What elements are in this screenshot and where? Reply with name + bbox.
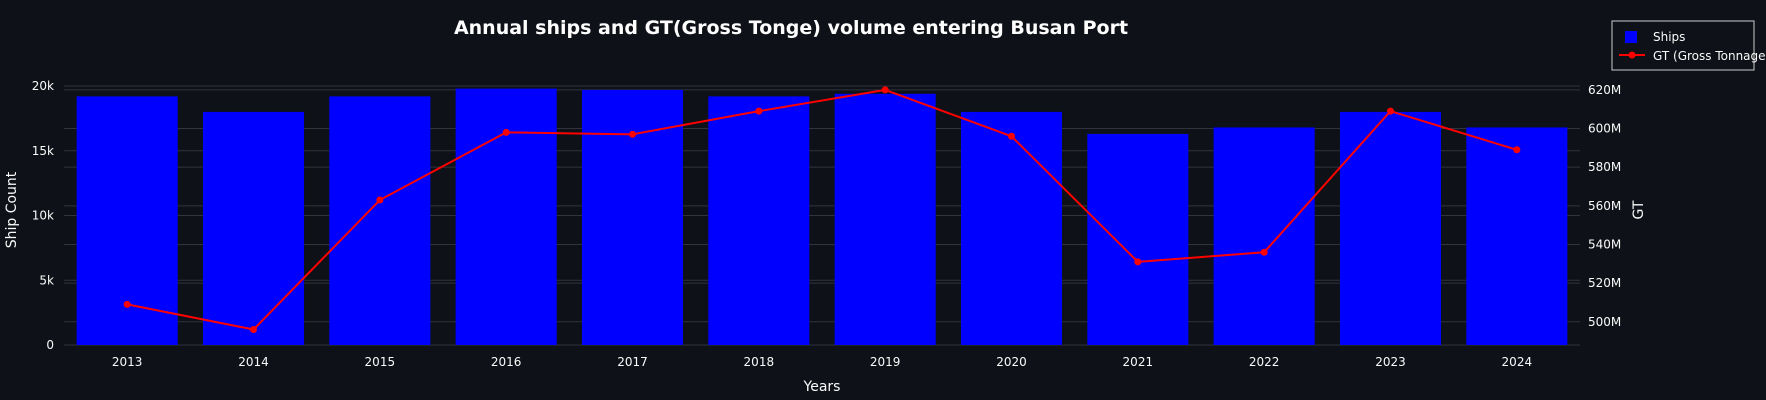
gt-line[interactable] bbox=[126, 88, 1518, 331]
y-axis-ticks: 0 5k 10k 15k 20k bbox=[32, 79, 54, 352]
y-tick-label: 5k bbox=[39, 273, 54, 287]
x-tick-label: 2022 bbox=[1249, 355, 1280, 369]
gt-point-2013[interactable] bbox=[123, 300, 131, 308]
x-tick-label: 2016 bbox=[491, 355, 522, 369]
gt-point-2014[interactable] bbox=[250, 326, 257, 334]
bar-ships-2018[interactable] bbox=[708, 96, 810, 345]
x-tick-label: 2019 bbox=[870, 355, 901, 369]
gt-point-2018[interactable] bbox=[755, 107, 763, 115]
bar-ships-2016[interactable] bbox=[455, 88, 557, 345]
y2-axis-ticks: 500M 520M 540M 560M 580M 600M 620M bbox=[1588, 83, 1621, 329]
bar-ships-2024[interactable] bbox=[1466, 127, 1568, 345]
x-tick-label: 2017 bbox=[617, 355, 648, 369]
legend: Ships GT (Gross Tonnage) bbox=[1611, 20, 1766, 71]
y2-tick-label: 600M bbox=[1588, 122, 1621, 136]
x-tick-label: 2020 bbox=[996, 355, 1027, 369]
gt-point-2015[interactable] bbox=[376, 196, 384, 204]
gt-point-2022[interactable] bbox=[1260, 248, 1268, 256]
y-tick-label: 20k bbox=[32, 79, 54, 93]
x-tick-label: 2018 bbox=[744, 355, 775, 369]
grid-lines bbox=[64, 85, 1580, 346]
x-tick-label: 2013 bbox=[112, 355, 143, 369]
bar-ships-2022[interactable] bbox=[1213, 127, 1315, 345]
y-tick-label: 15k bbox=[32, 144, 54, 158]
gt-point-2019[interactable] bbox=[881, 86, 889, 94]
gt-point-2016[interactable] bbox=[502, 128, 510, 136]
y2-tick-label: 560M bbox=[1588, 199, 1621, 213]
x-tick-label: 2021 bbox=[1123, 355, 1154, 369]
gt-point-2020[interactable] bbox=[1008, 132, 1015, 140]
gt-point-2021[interactable] bbox=[1134, 258, 1142, 266]
x-axis-ticks: 2013 2014 2015 2016 2017 2018 2019 2020 2021 2022… bbox=[112, 355, 1532, 369]
x-tick-label: 2023 bbox=[1375, 355, 1406, 369]
chart-title: Annual ships and GT(Gross Tonge) volume … bbox=[454, 17, 1128, 39]
gt-point-2017[interactable] bbox=[629, 130, 636, 138]
bar-ships-2014[interactable] bbox=[202, 111, 305, 346]
bar-ships-2019[interactable] bbox=[834, 93, 936, 346]
legend-label-gt[interactable]: GT (Gross Tonnage) bbox=[1653, 49, 1766, 63]
y-tick-label: 10k bbox=[32, 209, 54, 223]
x-tick-label: 2015 bbox=[365, 355, 396, 369]
y2-tick-label: 520M bbox=[1588, 276, 1621, 290]
line-series[interactable] bbox=[123, 86, 1521, 334]
gt-point-2023[interactable] bbox=[1387, 107, 1394, 115]
bar-ships-2023[interactable] bbox=[1339, 111, 1442, 346]
legend-box bbox=[1611, 20, 1755, 71]
x-tick-label: 2014 bbox=[238, 355, 269, 369]
x-tick-label: 2024 bbox=[1502, 355, 1533, 369]
y2-tick-label: 540M bbox=[1588, 237, 1621, 251]
y2-tick-label: 620M bbox=[1588, 83, 1621, 97]
bar-ships-2015[interactable] bbox=[329, 96, 431, 345]
bar-ships-2020[interactable] bbox=[960, 111, 1063, 346]
y-axis-title: Ship Count bbox=[4, 171, 20, 248]
legend-marker-gt[interactable] bbox=[1628, 51, 1636, 59]
y2-tick-label: 500M bbox=[1588, 315, 1621, 329]
legend-swatch-ships[interactable] bbox=[1625, 31, 1637, 43]
legend-label-ships[interactable]: Ships bbox=[1653, 30, 1685, 44]
y-tick-label: 0 bbox=[46, 338, 54, 352]
y2-tick-label: 580M bbox=[1588, 160, 1621, 174]
gt-point-2024[interactable] bbox=[1513, 146, 1521, 154]
x-axis-title: Years bbox=[803, 379, 841, 395]
bar-ships-2021[interactable] bbox=[1087, 133, 1189, 345]
bar-series[interactable] bbox=[76, 88, 1568, 346]
y2-axis-title: GT bbox=[1631, 200, 1647, 219]
